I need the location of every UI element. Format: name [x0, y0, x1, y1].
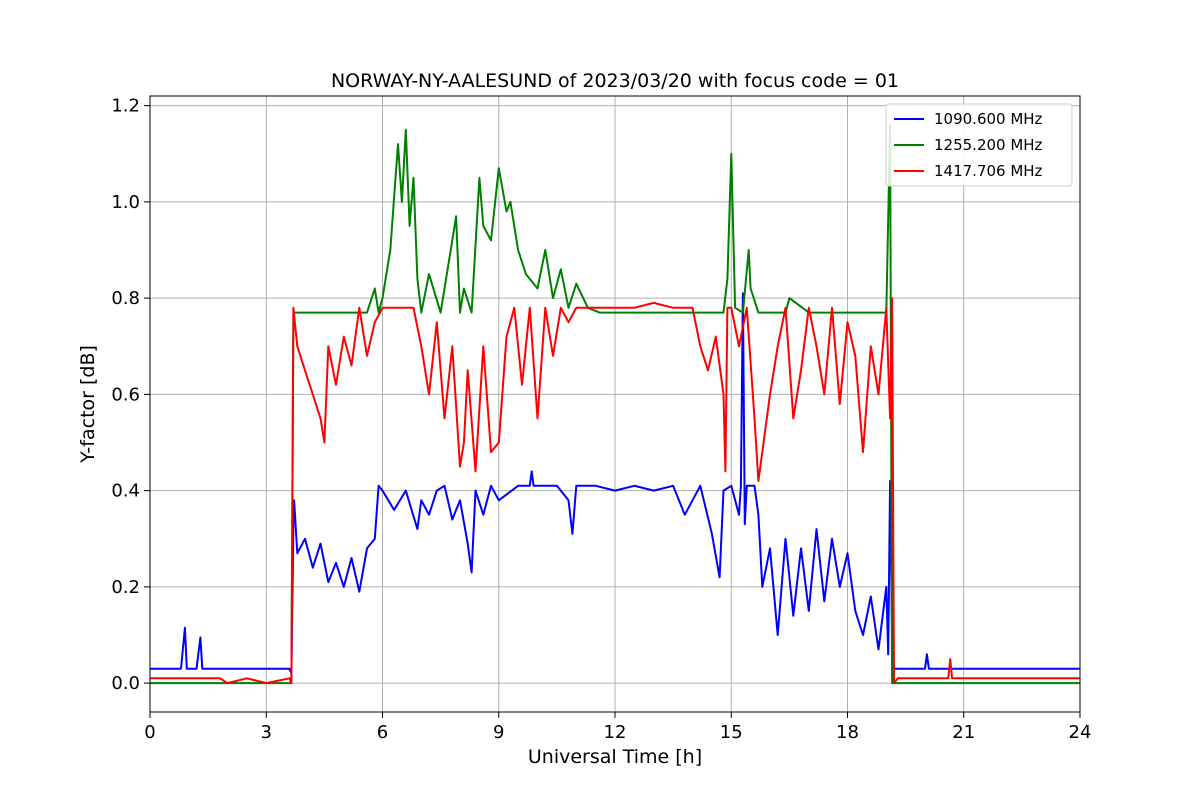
x-tick-label: 3 — [261, 722, 272, 743]
y-tick-label: 0.6 — [111, 384, 140, 405]
legend-label: 1255.200 MHz — [934, 136, 1043, 154]
x-tick-label: 15 — [720, 722, 743, 743]
x-tick-label: 0 — [144, 722, 155, 743]
x-tick-label: 12 — [604, 722, 627, 743]
x-tick-label: 18 — [836, 722, 859, 743]
x-tick-label: 6 — [377, 722, 388, 743]
legend-box — [885, 103, 1073, 187]
x-tick-label: 9 — [493, 722, 504, 743]
series-lines — [150, 123, 1080, 685]
legend-label: 1417.706 MHz — [934, 162, 1043, 180]
chart-title: NORWAY-NY-AALESUND of 2023/03/20 with fo… — [331, 70, 899, 92]
y-tick-label: 0.0 — [111, 673, 140, 694]
x-axis-label: Universal Time [h] — [528, 746, 702, 768]
y-tick-label: 0.2 — [111, 577, 140, 598]
x-tick-label: 24 — [1069, 722, 1092, 743]
legend: 1090.600 MHz 1255.200 MHz 1417.706 MHz — [885, 103, 1073, 187]
series-line-2 — [150, 123, 1080, 685]
legend-label: 1090.600 MHz — [934, 110, 1043, 128]
x-tick-label: 21 — [952, 722, 975, 743]
y-tick-label: 0.8 — [111, 288, 140, 309]
y-axis-label: Y-factor [dB] — [77, 345, 99, 464]
y-tick-label: 1.2 — [111, 96, 140, 117]
y-tick-label: 1.0 — [111, 192, 140, 213]
series-line-3 — [150, 297, 1080, 685]
series-line-1 — [150, 292, 1080, 675]
axis-ticks: 0 3 6 9 12 15 18 21 24 0.0 0.2 0.4 0.6 0.8 1.0 1.2 — [111, 96, 1091, 743]
y-tick-label: 0.4 — [111, 481, 140, 502]
